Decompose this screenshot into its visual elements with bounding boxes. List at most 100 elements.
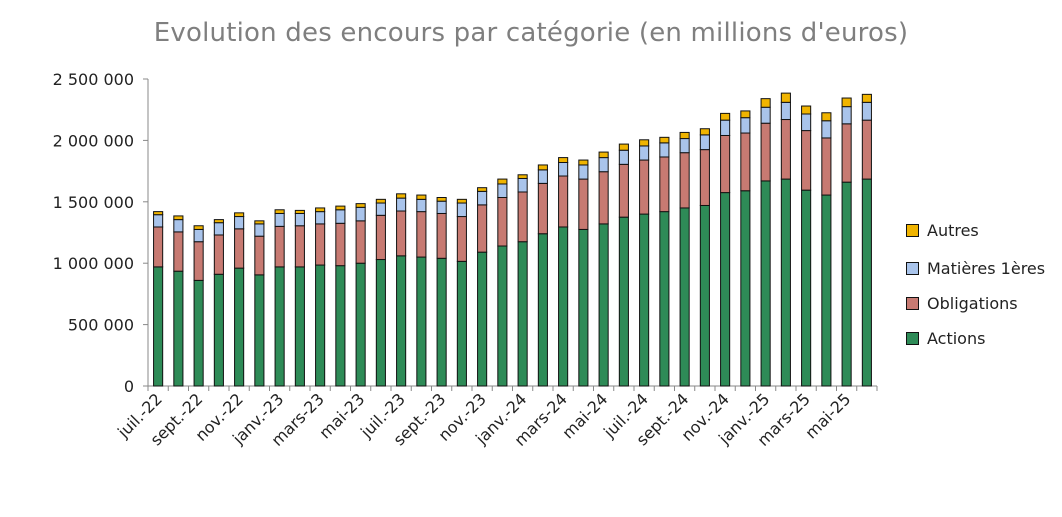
- bar-matieres-1eres: [841, 106, 852, 125]
- bar-actions: [274, 266, 285, 387]
- bar-actions: [801, 189, 812, 387]
- bar-autres: [760, 98, 771, 108]
- bar-autres: [558, 157, 569, 163]
- bar-obligations: [497, 197, 508, 247]
- bar-matieres-1eres: [679, 138, 690, 154]
- bar-obligations: [821, 137, 832, 196]
- legend-label-autres: Autres: [927, 220, 979, 240]
- bar-matieres-1eres: [234, 216, 245, 230]
- bar-matieres-1eres: [173, 219, 184, 233]
- bar-autres: [193, 225, 204, 230]
- bar-matieres-1eres: [436, 200, 447, 214]
- bar-matieres-1eres: [274, 212, 285, 227]
- bar-matieres-1eres: [720, 119, 731, 136]
- bar-autres: [274, 209, 285, 214]
- bar-autres: [821, 112, 832, 122]
- legend-item-matieres: Matières 1ères: [906, 258, 1045, 278]
- bar-autres: [517, 174, 528, 179]
- chart-title: Evolution des encours par catégorie (en …: [153, 18, 909, 48]
- bar-autres: [456, 198, 467, 204]
- bar-obligations: [780, 119, 791, 180]
- bars: [153, 92, 872, 387]
- bar-obligations: [416, 211, 427, 258]
- bar-autres: [780, 92, 791, 103]
- bar-matieres-1eres: [780, 101, 791, 121]
- bar-matieres-1eres: [699, 134, 710, 151]
- y-tick-label: 2 000 000: [53, 131, 134, 150]
- bar-matieres-1eres: [355, 206, 366, 222]
- y-tick-label: 2 500 000: [53, 70, 134, 89]
- bar-autres: [254, 220, 265, 225]
- bar-matieres-1eres: [416, 198, 427, 213]
- bar-matieres-1eres: [375, 202, 386, 216]
- bar-autres: [355, 203, 366, 208]
- bar-autres: [720, 112, 731, 121]
- bar-matieres-1eres: [801, 113, 812, 132]
- bar-matieres-1eres: [497, 183, 508, 199]
- bar-obligations: [659, 156, 670, 213]
- bar-autres: [801, 105, 812, 115]
- legend-item-obligations: Obligations: [906, 293, 1018, 313]
- bar-obligations: [213, 234, 224, 275]
- bar-autres: [416, 194, 427, 200]
- bar-actions: [558, 226, 569, 387]
- bar-matieres-1eres: [537, 169, 548, 184]
- bar-obligations: [234, 228, 245, 269]
- bar-autres: [497, 178, 508, 185]
- bar-actions: [598, 223, 609, 387]
- bar-autres: [436, 197, 447, 202]
- bar-matieres-1eres: [740, 117, 751, 134]
- bar-autres: [740, 110, 751, 119]
- legend-item-actions: Actions: [906, 328, 985, 348]
- bar-autres: [679, 131, 690, 140]
- bar-actions: [335, 265, 346, 387]
- legend-item-autres: Autres: [906, 220, 979, 240]
- bar-actions: [497, 245, 508, 387]
- bar-obligations: [517, 191, 528, 243]
- bar-actions: [355, 262, 366, 387]
- legend-swatch-autres: [906, 223, 919, 237]
- bar-actions: [517, 241, 528, 387]
- legend-label-obligations: Obligations: [927, 293, 1018, 313]
- bar-actions: [740, 190, 751, 387]
- bar-autres: [335, 205, 346, 211]
- bar-obligations: [639, 159, 650, 215]
- legend-label-matieres: Matières 1ères: [927, 258, 1046, 278]
- bar-obligations: [760, 122, 771, 182]
- bar-actions: [659, 211, 670, 387]
- bar-matieres-1eres: [639, 145, 650, 161]
- bar-obligations: [355, 220, 366, 264]
- bar-actions: [720, 192, 731, 387]
- bar-obligations: [618, 163, 629, 218]
- bar-matieres-1eres: [335, 209, 346, 224]
- bar-actions: [679, 207, 690, 387]
- bar-obligations: [598, 171, 609, 225]
- bar-matieres-1eres: [558, 162, 569, 177]
- bar-autres: [841, 97, 852, 108]
- bar-matieres-1eres: [254, 223, 265, 237]
- bar-obligations: [173, 231, 184, 272]
- bar-obligations: [153, 226, 164, 268]
- bar-actions: [699, 204, 710, 387]
- bar-obligations: [436, 212, 447, 259]
- bar-actions: [173, 270, 184, 387]
- bar-actions: [375, 259, 386, 387]
- bar-actions: [254, 274, 265, 387]
- bar-actions: [841, 181, 852, 387]
- bar-autres: [578, 159, 589, 166]
- bar-obligations: [861, 119, 872, 180]
- bar-matieres-1eres: [861, 101, 872, 121]
- bar-obligations: [396, 210, 407, 257]
- x-tick-label: mai-24: [558, 389, 611, 442]
- bar-obligations: [477, 204, 488, 253]
- bar-actions: [456, 260, 467, 387]
- x-tick-label: mai-25: [801, 389, 854, 442]
- bar-matieres-1eres: [598, 157, 609, 173]
- bar-actions: [618, 216, 629, 387]
- bar-actions: [578, 228, 589, 387]
- y-tick-label: 500 000: [68, 316, 134, 335]
- bar-matieres-1eres: [315, 211, 326, 225]
- bar-matieres-1eres: [760, 106, 771, 124]
- bar-matieres-1eres: [456, 202, 467, 218]
- y-tick-label: 1 500 000: [53, 193, 134, 212]
